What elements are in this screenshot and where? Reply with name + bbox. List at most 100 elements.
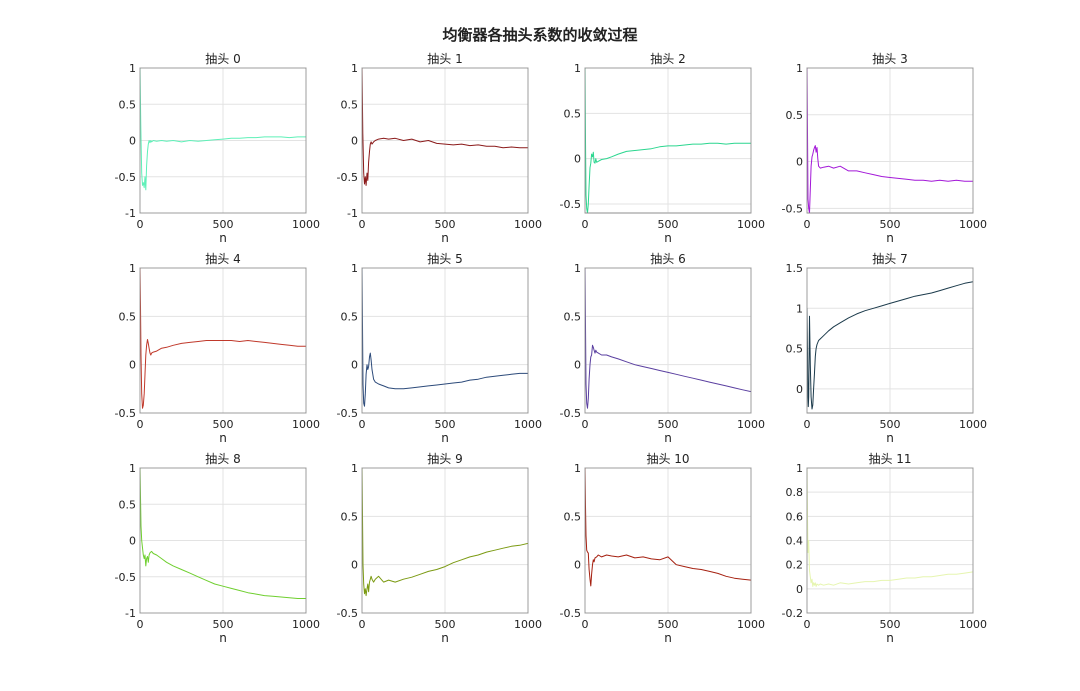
y-tick-label: 0.2	[786, 559, 804, 572]
y-tick-label: 1	[129, 262, 136, 275]
series-line-tap-7	[807, 281, 973, 410]
x-tick-label: 0	[804, 218, 811, 231]
x-tick-label: 0	[359, 218, 366, 231]
y-tick-label: 0.5	[341, 98, 359, 111]
x-tick-label: 1000	[514, 618, 542, 631]
x-tick-label: 500	[213, 618, 234, 631]
series-line-tap-1	[362, 68, 528, 186]
x-axis-label: n	[441, 231, 449, 245]
x-axis-label: n	[886, 431, 894, 445]
x-tick-label: 1000	[292, 218, 320, 231]
x-tick-label: 0	[804, 618, 811, 631]
x-tick-label: 500	[880, 218, 901, 231]
x-tick-label: 500	[880, 618, 901, 631]
y-tick-label: 0	[574, 153, 581, 166]
subplot-title: 抽头 2	[650, 52, 685, 66]
series-line-tap-9	[362, 468, 528, 597]
series-line-tap-3	[807, 68, 973, 213]
x-tick-label: 1000	[292, 418, 320, 431]
series-line-tap-4	[140, 268, 306, 409]
axes-border	[139, 67, 307, 214]
y-tick-label: 0	[351, 135, 358, 148]
x-tick-label: 0	[582, 618, 589, 631]
subplot-title: 抽头 4	[205, 252, 240, 266]
x-tick-label: 0	[359, 618, 366, 631]
axes-border	[584, 267, 752, 414]
y-tick-label: 0.8	[786, 486, 804, 499]
y-tick-label: 0	[796, 383, 803, 396]
y-tick-label: 1	[351, 462, 358, 475]
y-tick-label: 1	[129, 462, 136, 475]
x-tick-label: 500	[658, 618, 679, 631]
y-tick-label: 0.6	[786, 510, 804, 523]
y-tick-label: 1	[351, 62, 358, 75]
axes-border	[584, 467, 752, 614]
y-tick-label: 0.4	[786, 535, 804, 548]
y-tick-label: 0	[351, 359, 358, 372]
y-tick-label: 1	[574, 62, 581, 75]
x-tick-label: 0	[359, 418, 366, 431]
subplot-title: 抽头 0	[205, 52, 240, 66]
x-axis-label: n	[219, 631, 227, 645]
y-tick-label: 1	[129, 62, 136, 75]
x-tick-label: 0	[582, 418, 589, 431]
y-tick-label: -0.5	[337, 171, 358, 184]
x-tick-label: 1000	[737, 618, 765, 631]
y-tick-label: 0	[129, 535, 136, 548]
x-tick-label: 1000	[959, 418, 987, 431]
y-tick-label: 0.5	[119, 98, 137, 111]
y-tick-label: 1	[796, 62, 803, 75]
x-tick-label: 500	[213, 418, 234, 431]
axes-border	[361, 67, 529, 214]
x-axis-label: n	[441, 631, 449, 645]
x-tick-label: 0	[804, 418, 811, 431]
y-tick-label: -0.5	[560, 407, 581, 420]
x-tick-label: 1000	[959, 218, 987, 231]
y-tick-label: 0	[796, 583, 803, 596]
y-tick-label: 1	[796, 462, 803, 475]
x-tick-label: 500	[435, 418, 456, 431]
x-tick-label: 1000	[959, 618, 987, 631]
y-tick-label: 0.5	[786, 109, 804, 122]
x-tick-label: 1000	[292, 618, 320, 631]
axes-border	[584, 67, 752, 214]
y-tick-label: -0.5	[337, 607, 358, 620]
series-line-tap-6	[585, 268, 751, 409]
series-line-tap-8	[140, 468, 306, 599]
subplot-title: 抽头 5	[427, 252, 462, 266]
y-tick-label: 0	[129, 359, 136, 372]
y-tick-label: -0.5	[337, 407, 358, 420]
y-tick-label: 1.5	[786, 262, 804, 275]
axes-border	[806, 267, 974, 414]
x-tick-label: 500	[658, 218, 679, 231]
series-line-tap-0	[140, 68, 306, 191]
y-tick-label: 0.5	[786, 343, 804, 356]
subplot-title: 抽头 7	[872, 252, 907, 266]
subplot-title: 抽头 3	[872, 52, 907, 66]
y-tick-label: 0	[574, 359, 581, 372]
y-tick-label: 0.5	[119, 310, 137, 323]
x-axis-label: n	[219, 231, 227, 245]
x-tick-label: 1000	[737, 218, 765, 231]
x-tick-label: 0	[137, 418, 144, 431]
subplot-title: 抽头 6	[650, 252, 685, 266]
series-line-tap-11	[807, 468, 973, 587]
x-tick-label: 1000	[514, 218, 542, 231]
y-tick-label: 1	[574, 262, 581, 275]
y-tick-label: -0.5	[115, 571, 136, 584]
x-tick-label: 500	[880, 418, 901, 431]
axes-border	[139, 467, 307, 614]
x-axis-label: n	[219, 431, 227, 445]
subplot-tap-1: 0 500 1000 -1 -0.5 0 0.5 1 抽头 1 n	[337, 52, 542, 245]
x-axis-label: n	[664, 631, 672, 645]
axes-border	[361, 267, 529, 414]
y-tick-label: 0.5	[564, 510, 582, 523]
subplot-tap-7: 0 500 1000 0 0.5 1 1.5 抽头 7 n	[786, 252, 988, 445]
